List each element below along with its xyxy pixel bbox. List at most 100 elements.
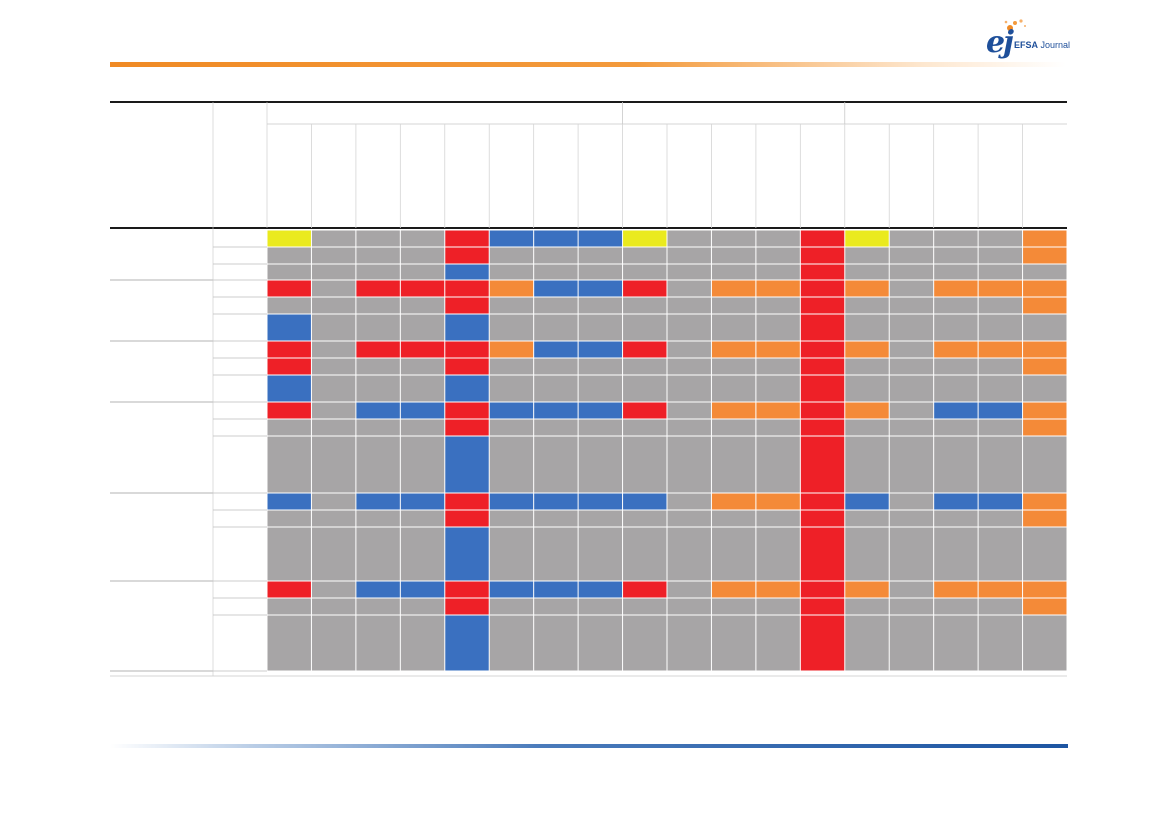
table-cell	[445, 247, 489, 264]
table-cell	[267, 375, 311, 402]
table-cell	[934, 358, 978, 375]
table-cell	[311, 598, 356, 615]
table-cell	[578, 314, 623, 341]
table-cell	[756, 314, 800, 341]
table-cell	[711, 358, 756, 375]
table-cell	[400, 581, 445, 598]
table-cell	[756, 402, 800, 419]
table-cell	[1023, 402, 1067, 419]
table-cell	[623, 402, 667, 419]
table-cell	[534, 230, 578, 247]
table-cell	[578, 436, 623, 493]
table-cell	[889, 615, 934, 671]
table-cell	[311, 375, 356, 402]
table-cell	[800, 615, 845, 671]
table-cell	[889, 510, 934, 527]
table-cell	[711, 493, 756, 510]
table-cell	[534, 280, 578, 297]
table-cell	[978, 527, 1023, 581]
table-cell	[623, 341, 667, 358]
table-cell	[1023, 358, 1067, 375]
table-cell	[1023, 615, 1067, 671]
table-cell	[667, 598, 711, 615]
table-cell	[667, 358, 711, 375]
table-cell	[756, 247, 800, 264]
table-cell	[845, 598, 889, 615]
table-cell	[267, 314, 311, 341]
table-cell	[800, 598, 845, 615]
table-cell	[756, 419, 800, 436]
table-cell	[400, 358, 445, 375]
table-cell	[934, 598, 978, 615]
table-cell	[1023, 314, 1067, 341]
table-cell	[934, 436, 978, 493]
table-cell	[845, 615, 889, 671]
table-cell	[489, 581, 534, 598]
table-cell	[534, 510, 578, 527]
table-cell	[445, 615, 489, 671]
table-cell	[534, 375, 578, 402]
table-cell	[623, 247, 667, 264]
table-cell	[845, 527, 889, 581]
table-cell	[800, 247, 845, 264]
table-cell	[400, 598, 445, 615]
table-cell	[667, 436, 711, 493]
table-cell	[623, 314, 667, 341]
table-cell	[800, 510, 845, 527]
table-cell	[400, 436, 445, 493]
table-cell	[267, 341, 311, 358]
table-cell	[667, 527, 711, 581]
table-cell	[667, 581, 711, 598]
table-cell	[445, 341, 489, 358]
table-cell	[845, 264, 889, 280]
table-cell	[889, 527, 934, 581]
table-cell	[800, 297, 845, 314]
table-cell	[489, 375, 534, 402]
table-cell	[1023, 581, 1067, 598]
table-cell	[889, 581, 934, 598]
table-cell	[667, 264, 711, 280]
table-cell	[267, 581, 311, 598]
table-cell	[800, 581, 845, 598]
table-cell	[889, 341, 934, 358]
table-cell	[534, 297, 578, 314]
table-cell	[889, 230, 934, 247]
table-cell	[311, 419, 356, 436]
table-cell	[800, 527, 845, 581]
table-cell	[311, 341, 356, 358]
table-cell	[267, 598, 311, 615]
table-cell	[934, 419, 978, 436]
table-cell	[400, 510, 445, 527]
table-cell	[356, 598, 400, 615]
table-cell	[623, 375, 667, 402]
table-cell	[1023, 280, 1067, 297]
table-cell	[845, 510, 889, 527]
table-cell	[445, 581, 489, 598]
table-cell	[934, 314, 978, 341]
table-cell	[445, 402, 489, 419]
table-cell	[578, 280, 623, 297]
table-cell	[623, 598, 667, 615]
table-cell	[889, 375, 934, 402]
table-cell	[889, 598, 934, 615]
table-cell	[400, 297, 445, 314]
table-cell	[311, 402, 356, 419]
table-cell	[489, 264, 534, 280]
table-cell	[489, 527, 534, 581]
table-cell	[667, 510, 711, 527]
table-cell	[578, 493, 623, 510]
table-cell	[934, 527, 978, 581]
table-cell	[934, 615, 978, 671]
table-cell	[445, 436, 489, 493]
table-cell	[934, 230, 978, 247]
table-cell	[356, 402, 400, 419]
table-cell	[1023, 247, 1067, 264]
table-cell	[445, 510, 489, 527]
table-cell	[578, 598, 623, 615]
table-cell	[623, 615, 667, 671]
table-cell	[356, 436, 400, 493]
table-cell	[311, 527, 356, 581]
table-cell	[756, 297, 800, 314]
table-cell	[534, 419, 578, 436]
table-cell	[711, 419, 756, 436]
